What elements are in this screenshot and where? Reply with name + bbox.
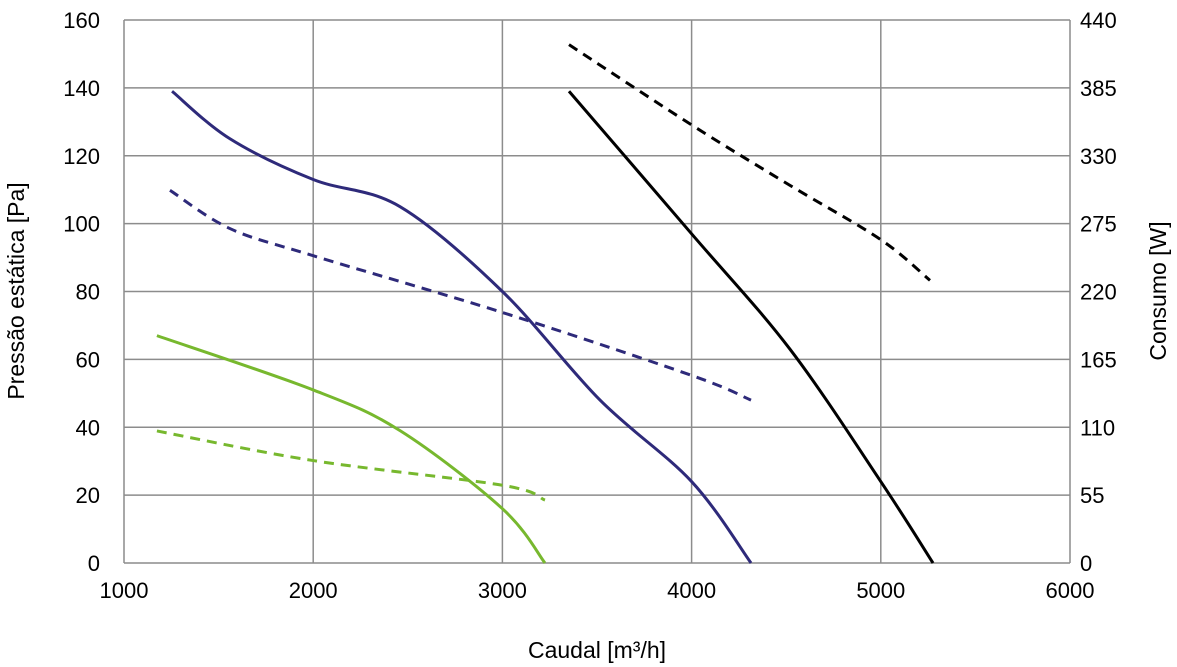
y-tick-label: 120 xyxy=(63,144,100,169)
y2-tick-label: 0 xyxy=(1080,551,1092,576)
y-tick-label: 160 xyxy=(63,8,100,33)
y-axis-title: Pressão estática [Pa] xyxy=(3,182,29,399)
grid xyxy=(123,19,1071,564)
y-tick-label: 100 xyxy=(63,212,100,237)
y2-tick-label: 220 xyxy=(1080,280,1117,305)
y-tick-label: 140 xyxy=(63,76,100,101)
series-1-consumption-line xyxy=(169,189,752,402)
y2-tick-label: 385 xyxy=(1080,76,1117,101)
series-3-consumption-line xyxy=(156,429,546,502)
tick-labels: 1000 2000 3000 4000 5000 60000204060801001201… xyxy=(63,8,1116,603)
series-lines xyxy=(156,43,935,564)
y2-tick-label: 165 xyxy=(1080,347,1117,372)
y2-axis-title: Consumo [W] xyxy=(1145,221,1171,360)
series-4-pressure-line xyxy=(567,90,935,564)
x-tick-label: 5000 xyxy=(856,578,905,603)
y2-tick-label: 110 xyxy=(1080,415,1115,440)
series-5-consumption-line xyxy=(568,43,931,282)
y2-tick-label: 330 xyxy=(1080,144,1117,169)
x-tick-label: 1000 xyxy=(100,578,149,603)
x-tick-label: 4000 xyxy=(667,578,716,603)
series-2-pressure-line xyxy=(156,334,547,564)
x-tick-label: 3000 xyxy=(478,578,527,603)
y2-tick-label: 55 xyxy=(1080,483,1104,508)
y2-tick-label: 275 xyxy=(1080,212,1117,237)
y-tick-label: 80 xyxy=(76,280,100,305)
series-0-pressure-line xyxy=(171,90,753,564)
y-tick-label: 0 xyxy=(88,551,100,576)
y2-tick-label: 440 xyxy=(1080,8,1117,33)
y-tick-label: 20 xyxy=(76,483,100,508)
x-tick-label: 6000 xyxy=(1046,578,1095,603)
x-axis-title: Caudal [m³/h] xyxy=(528,637,666,663)
y-tick-label: 40 xyxy=(76,415,100,440)
y-tick-label: 60 xyxy=(76,347,100,372)
x-tick-label: 2000 xyxy=(289,578,338,603)
